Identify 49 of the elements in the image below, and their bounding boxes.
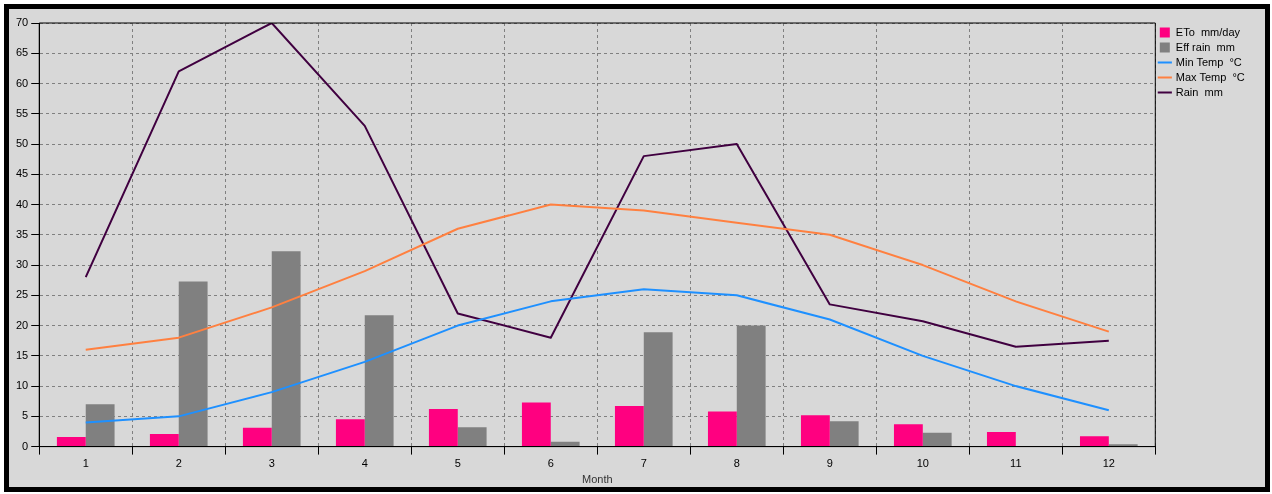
bar: [829, 421, 859, 447]
y-tick-label: 55: [15, 106, 29, 119]
bar: [457, 427, 487, 447]
x-tick-label: 11: [1010, 457, 1022, 470]
x-tick-label: 12: [1102, 457, 1115, 470]
bar: [800, 415, 830, 447]
bar: [242, 427, 272, 447]
x-tick-label: 9: [826, 457, 833, 470]
bar: [1079, 436, 1109, 447]
y-tick-label: 25: [15, 288, 29, 301]
bar: [893, 424, 923, 447]
x-tick-label: 8: [733, 457, 740, 470]
y-tick-label: 15: [15, 348, 29, 361]
bar: [707, 411, 737, 447]
bar: [521, 402, 551, 447]
y-tick-label: 20: [15, 318, 29, 331]
legend-label: ETo mm/day: [1175, 25, 1241, 38]
y-tick-label: 50: [15, 137, 29, 150]
legend-label: Max Temp °C: [1175, 70, 1245, 83]
x-tick-label: 7: [640, 457, 647, 470]
bar: [56, 436, 86, 447]
x-tick-label: 3: [268, 457, 275, 470]
bar: [550, 441, 580, 447]
bar: [986, 432, 1016, 447]
y-tick-label: 5: [22, 409, 29, 422]
x-axis-title: Month: [581, 473, 613, 486]
y-tick-label: 30: [15, 258, 29, 271]
x-tick-label: 5: [454, 457, 461, 470]
y-tick-label: 0: [22, 439, 29, 452]
bar: [149, 433, 179, 447]
legend-label: Min Temp °C: [1175, 55, 1242, 68]
bar: [922, 432, 952, 447]
legend-label: Eff rain mm: [1175, 40, 1235, 53]
x-tick-label: 2: [175, 457, 182, 470]
y-tick-label: 10: [15, 379, 29, 392]
bar: [335, 419, 365, 447]
legend-label: Rain mm: [1175, 85, 1223, 98]
x-tick-label: 1: [82, 457, 89, 470]
x-tick-label: 4: [361, 457, 368, 470]
y-tick-label: 40: [15, 197, 29, 210]
y-tick-label: 65: [15, 46, 29, 59]
x-tick-label: 6: [547, 457, 554, 470]
y-tick-label: 70: [15, 16, 29, 29]
y-tick-label: 35: [15, 227, 29, 240]
y-tick-label: 60: [15, 76, 29, 89]
bar: [614, 406, 644, 447]
x-tick-label: 10: [916, 457, 929, 470]
y-tick-label: 45: [15, 167, 29, 180]
bar: [428, 409, 458, 447]
